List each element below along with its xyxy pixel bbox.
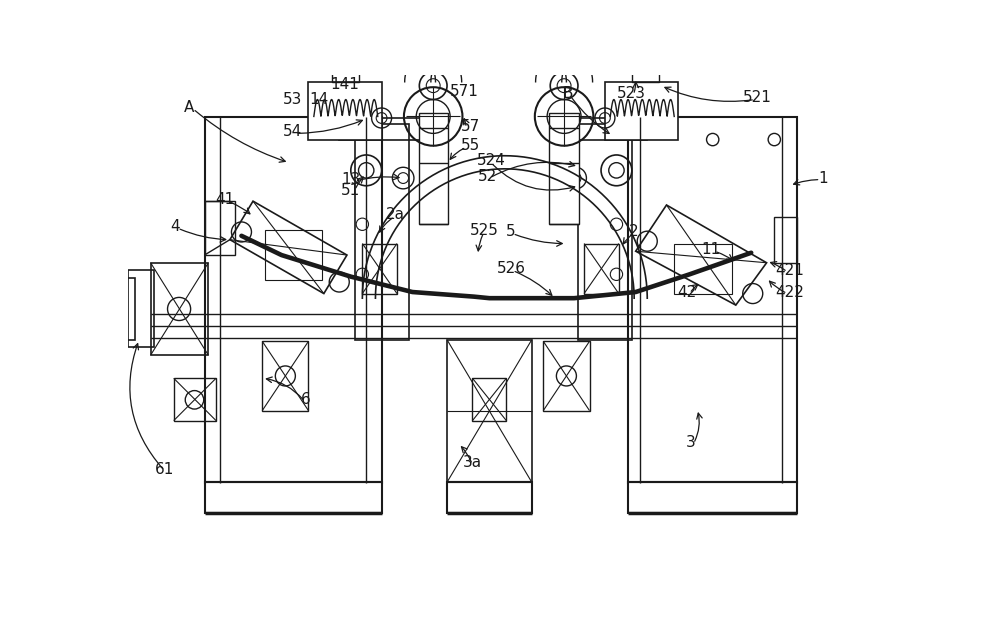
Bar [362, 243, 397, 293]
Bar [543, 341, 590, 411]
Text: 52: 52 [478, 169, 497, 184]
Text: 51: 51 [341, 183, 360, 198]
Text: 41: 41 [215, 192, 234, 207]
Text: A: A [184, 100, 194, 115]
Bar [584, 243, 619, 293]
Bar [628, 482, 797, 513]
Text: 1: 1 [818, 170, 828, 185]
Bar [265, 230, 322, 280]
Bar [549, 112, 579, 224]
Text: 14: 14 [309, 92, 328, 107]
Text: 521: 521 [743, 90, 772, 105]
Text: 4: 4 [170, 219, 180, 234]
Text: 42: 42 [677, 285, 696, 300]
Bar [774, 217, 797, 263]
Text: 55: 55 [461, 139, 480, 154]
Text: 526: 526 [496, 261, 525, 276]
Text: 3a: 3a [463, 456, 482, 470]
Bar [578, 124, 632, 339]
Text: 57: 57 [461, 119, 480, 134]
Bar [205, 117, 382, 483]
Text: 11: 11 [702, 242, 721, 257]
Bar [472, 378, 506, 421]
Bar [205, 482, 382, 513]
Bar [605, 82, 678, 140]
Text: 2: 2 [629, 225, 639, 240]
Text: 523: 523 [617, 86, 646, 101]
Bar [308, 82, 382, 140]
Bar [151, 263, 208, 355]
Bar [634, 53, 656, 65]
Bar [262, 341, 308, 411]
Text: 421: 421 [775, 263, 804, 278]
Text: 3: 3 [686, 435, 696, 450]
Text: 422: 422 [775, 285, 804, 300]
Text: 525: 525 [470, 223, 498, 238]
Bar [174, 378, 216, 421]
Text: 141: 141 [330, 77, 359, 92]
Text: 53: 53 [283, 92, 303, 107]
Text: 54: 54 [283, 124, 302, 139]
Text: 61: 61 [155, 462, 174, 477]
Text: 2a: 2a [386, 207, 405, 222]
Text: 524: 524 [477, 153, 505, 168]
Bar [332, 65, 358, 82]
Bar [447, 339, 532, 482]
Bar [339, 118, 424, 140]
Bar [419, 112, 448, 224]
Bar [632, 65, 659, 82]
Text: B: B [563, 86, 573, 101]
Bar [335, 53, 355, 65]
Bar [674, 243, 732, 293]
Text: 5: 5 [505, 225, 515, 240]
Bar [563, 118, 647, 140]
Text: 13: 13 [341, 172, 360, 187]
Bar [205, 201, 235, 255]
Bar [355, 124, 409, 339]
Text: 571: 571 [450, 84, 479, 99]
Bar [447, 482, 532, 513]
Text: 6: 6 [301, 392, 311, 407]
Bar [128, 270, 154, 348]
Bar [116, 278, 135, 339]
Bar [628, 117, 797, 483]
